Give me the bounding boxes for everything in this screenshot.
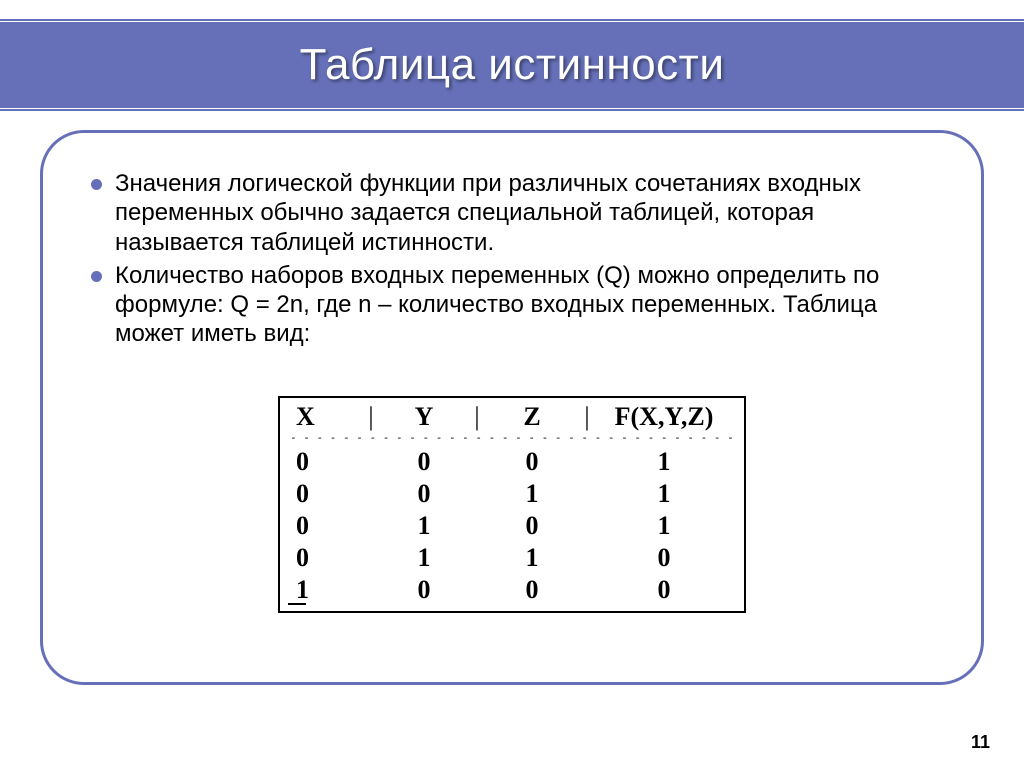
cell: 1 [378,545,470,571]
cell: 0 [378,577,470,603]
cell: 0 [484,577,580,603]
cell: 0 [484,513,580,539]
page-number: 11 [971,732,990,753]
cell: 0 [594,577,734,603]
table-row: 0 1 1 0 [290,545,734,571]
col-sep [470,449,484,475]
table-body: 0 0 0 1 0 0 1 1 0 1 [290,449,734,603]
cell: 1 [594,481,734,507]
col-sep [470,577,484,603]
cell: 0 [484,449,580,475]
table-row: 0 0 0 1 [290,449,734,475]
cell: 0 [290,545,364,571]
cell: 1 [594,449,734,475]
truth-table: X | Y | Z | F(X,Y,Z) - - - - - - - - - -… [278,396,746,613]
dashed-divider: - - - - - - - - - - - - - - - - - - - - … [290,432,734,443]
slide: Таблица истинности Значения логической ф… [0,0,1024,767]
slide-title: Таблица истинности [300,40,725,90]
cell: 1 [594,513,734,539]
col-sep [580,577,594,603]
underline-mark [288,603,306,605]
cell: 0 [378,481,470,507]
bullet-list: Значения логической функции при различны… [87,169,937,349]
col-sep [364,449,378,475]
list-item: Количество наборов входных переменных (Q… [87,261,937,349]
cell: 0 [378,449,470,475]
col-sep [364,481,378,507]
table-row: 0 0 1 1 [290,481,734,507]
table-row: 0 1 0 1 [290,513,734,539]
table-row: 1 0 0 0 [290,577,734,603]
col-header-f: F(X,Y,Z) [594,404,734,430]
col-sep [580,545,594,571]
col-sep [580,513,594,539]
col-header-z: Z [484,404,580,430]
table-header-row: X | Y | Z | F(X,Y,Z) [290,404,734,430]
col-sep [364,577,378,603]
col-sep [470,513,484,539]
col-header-y: Y [378,404,470,430]
col-sep [470,481,484,507]
cell: 0 [290,513,364,539]
cell: 0 [290,449,364,475]
title-band: Таблица истинности [0,22,1024,108]
list-item: Значения логической функции при различны… [87,169,937,257]
col-header-x: X [290,404,364,430]
col-sep [580,449,594,475]
col-sep [580,481,594,507]
col-sep [364,545,378,571]
col-sep [470,545,484,571]
col-sep: | [364,404,378,430]
col-sep: | [470,404,484,430]
cell: 0 [290,481,364,507]
cell: 1 [484,481,580,507]
cell: 1 [378,513,470,539]
cell: 1 [290,577,364,603]
cell: 0 [594,545,734,571]
col-sep: | [580,404,594,430]
cell: 1 [484,545,580,571]
col-sep [364,513,378,539]
